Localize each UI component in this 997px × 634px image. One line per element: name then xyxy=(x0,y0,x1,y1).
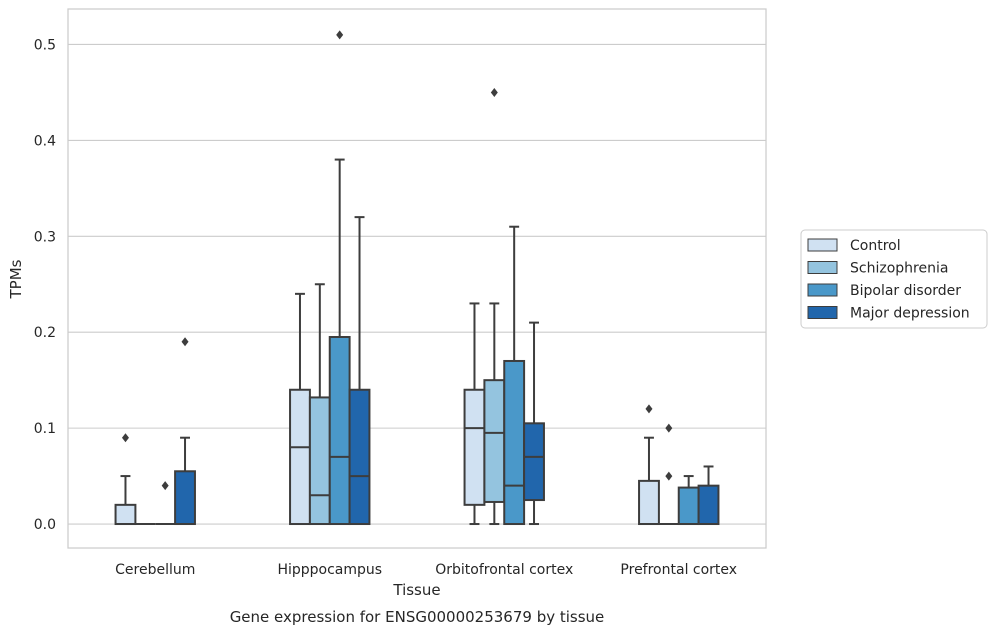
outlier-point xyxy=(645,404,653,414)
box-body xyxy=(348,388,371,526)
box-body xyxy=(328,336,351,526)
box-body xyxy=(308,396,331,526)
legend-frame xyxy=(800,229,988,329)
box-body xyxy=(677,486,700,526)
legend: Control Schizophrenia Bipolar disorder Majo… xyxy=(800,229,988,329)
gridlines xyxy=(68,43,766,525)
y-axis-ticks: 0.0 0.1 0.2 0.3 0.4 0.5 xyxy=(34,37,56,533)
legend-entry-label: Schizophrenia xyxy=(850,261,948,277)
box-schizophrenia xyxy=(483,87,506,526)
box-bipolar-disorder xyxy=(328,30,351,526)
outlier-point xyxy=(336,30,344,40)
box-body xyxy=(697,484,720,526)
box-control xyxy=(114,433,137,526)
x-axis-label: Tissue xyxy=(392,581,440,599)
outlier-point xyxy=(665,423,673,433)
chart-caption: Gene expression for ENSG00000253679 by t… xyxy=(230,608,605,626)
boxes xyxy=(114,30,720,526)
y-axis-label: TPMs xyxy=(7,259,25,299)
x-tick-label: Hipppocampus xyxy=(277,562,382,578)
outlier-point xyxy=(161,481,169,491)
box-major-depression xyxy=(348,216,371,526)
x-tick-label: Prefrontal cortex xyxy=(620,562,737,578)
x-tick-label: Orbitofrontal cortex xyxy=(435,562,573,578)
outlier-point xyxy=(490,87,498,97)
box-body xyxy=(289,388,311,526)
box-major-depression xyxy=(697,465,720,526)
box-schizophrenia xyxy=(658,423,679,526)
box-control xyxy=(463,302,486,526)
y-tick-label: 0.0 xyxy=(34,517,56,533)
outlier-point xyxy=(181,337,189,347)
outlier-point xyxy=(665,471,673,481)
y-tick-label: 0.4 xyxy=(34,133,56,149)
box-control xyxy=(289,292,311,526)
box-bipolar-disorder xyxy=(503,225,526,526)
box-body xyxy=(114,503,137,526)
box-body xyxy=(638,479,660,526)
box-bipolar-disorder xyxy=(155,481,176,526)
legend-swatch xyxy=(807,306,838,319)
legend-swatch xyxy=(807,238,838,252)
y-tick-label: 0.2 xyxy=(34,325,56,341)
legend-entry-label: Control xyxy=(850,238,901,254)
x-axis-ticks: Cerebellum Hipppocampus Orbitofrontal cort… xyxy=(115,562,737,578)
outlier-point xyxy=(121,433,129,443)
box-body xyxy=(463,388,486,506)
y-tick-label: 0.1 xyxy=(34,421,56,437)
box-body xyxy=(503,359,526,526)
legend-entry-label: Major depression xyxy=(850,306,970,322)
legend-entry-label: Bipolar disorder xyxy=(850,283,961,299)
box-body xyxy=(483,379,506,503)
box-major-depression xyxy=(174,337,196,526)
box-body xyxy=(174,470,196,526)
box-major-depression xyxy=(523,321,545,526)
legend-swatch xyxy=(807,261,838,274)
box-bipolar-disorder xyxy=(677,475,700,526)
y-tick-label: 0.3 xyxy=(34,229,56,245)
box-body xyxy=(523,422,545,502)
box-control xyxy=(638,404,660,526)
plot-frame xyxy=(67,8,767,549)
legend-swatch xyxy=(807,283,838,297)
x-tick-label: Cerebellum xyxy=(115,562,195,578)
box-schizophrenia xyxy=(308,283,331,526)
y-tick-label: 0.5 xyxy=(34,37,56,53)
